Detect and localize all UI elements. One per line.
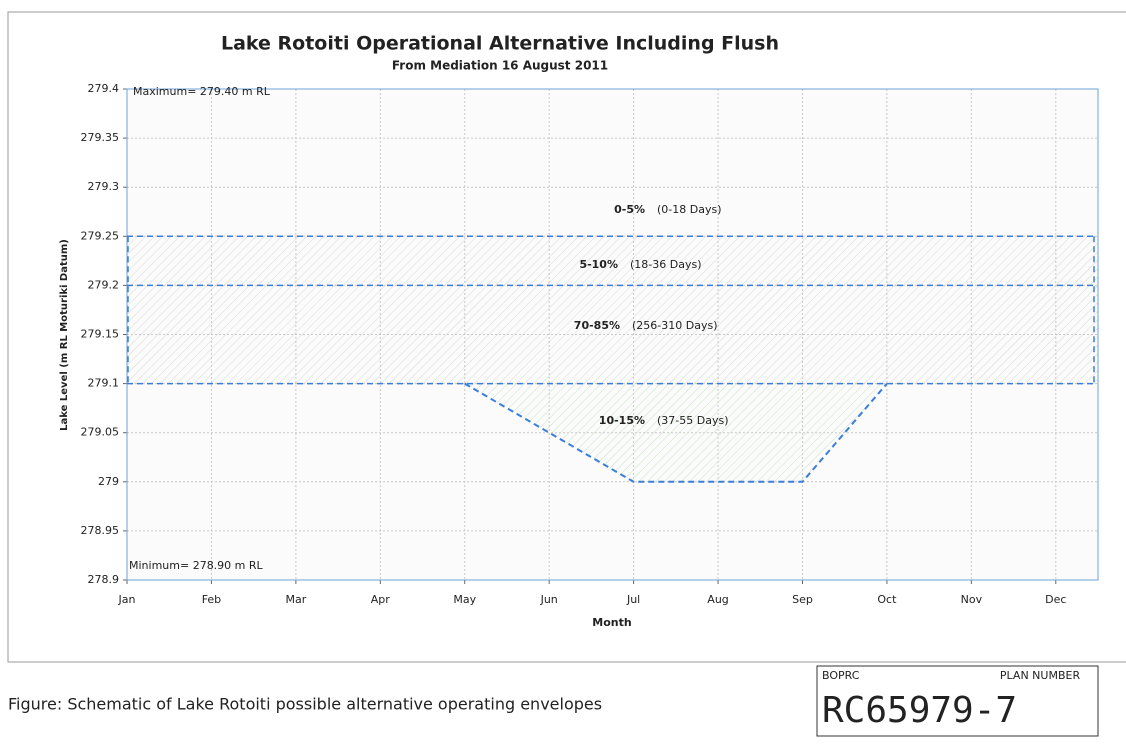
- x-tick-label: May: [453, 593, 476, 606]
- x-tick-label: Jan: [118, 593, 136, 606]
- y-tick-label: 279.05: [81, 426, 120, 439]
- x-tick-label: Aug: [707, 593, 728, 606]
- plot: 278.9 278.95 279 279.05 279.1 279.15 279.2 279.…: [81, 82, 1099, 606]
- x-tick-label: Jun: [540, 593, 558, 606]
- annotation: Maximum= 279.40 m RL: [133, 85, 271, 98]
- y-tick-label: 279.35: [81, 131, 120, 144]
- envelope-fill: [127, 236, 1098, 384]
- y-tick-label: 279.3: [88, 180, 120, 193]
- band-range: 10-15%: [599, 414, 645, 427]
- band-days: (0-18 Days): [657, 203, 722, 216]
- band-days: (256-310 Days): [632, 319, 718, 332]
- stamp-org: BOPRC: [822, 669, 860, 682]
- chart-subtitle: From Mediation 16 August 2011: [392, 59, 608, 73]
- x-tick-label: Mar: [285, 593, 306, 606]
- y-tick-label: 279.25: [81, 229, 120, 242]
- x-tick-label: Nov: [961, 593, 983, 606]
- band-days: (18-36 Days): [630, 258, 702, 271]
- x-axis-label: Month: [592, 616, 631, 629]
- y-axis-label: Lake Level (m RL Moturiki Datum): [59, 239, 70, 431]
- y-tick-label: 278.95: [81, 524, 120, 537]
- caption: Figure: Schematic of Lake Rotoiti possib…: [8, 695, 602, 714]
- chart-frame: [7, 11, 1126, 663]
- envelope-area: [464, 383, 887, 482]
- y-tick-label: 279.1: [88, 377, 120, 390]
- x-tick-label: Oct: [877, 593, 897, 606]
- y-tick-label: 279.2: [88, 278, 120, 291]
- x-tick-label: Dec: [1045, 593, 1066, 606]
- x-tick-label: Sep: [792, 593, 813, 606]
- band-range: 5-10%: [579, 258, 618, 271]
- band-range: 70-85%: [574, 319, 620, 332]
- y-tick-label: 279: [98, 475, 119, 488]
- chart-title: Lake Rotoiti Operational Alternative Inc…: [221, 33, 779, 55]
- x-tick-label: Feb: [202, 593, 221, 606]
- y-tick-label: 279.15: [81, 328, 120, 341]
- stamp-box: [816, 665, 1099, 737]
- x-tick-label: Apr: [371, 593, 391, 606]
- x-tick-label: Jul: [626, 593, 640, 606]
- band-days: (37-55 Days): [657, 414, 729, 427]
- stamp-number: RC65979-7: [822, 690, 1017, 731]
- y-tick-label: 278.9: [88, 573, 120, 586]
- stamp-label: PLAN NUMBER: [1000, 669, 1081, 682]
- band-range: 0-5%: [614, 203, 645, 216]
- y-tick-label: 279.4: [88, 82, 120, 95]
- annotation: Minimum= 278.90 m RL: [129, 559, 264, 572]
- plot-border: [126, 88, 1099, 581]
